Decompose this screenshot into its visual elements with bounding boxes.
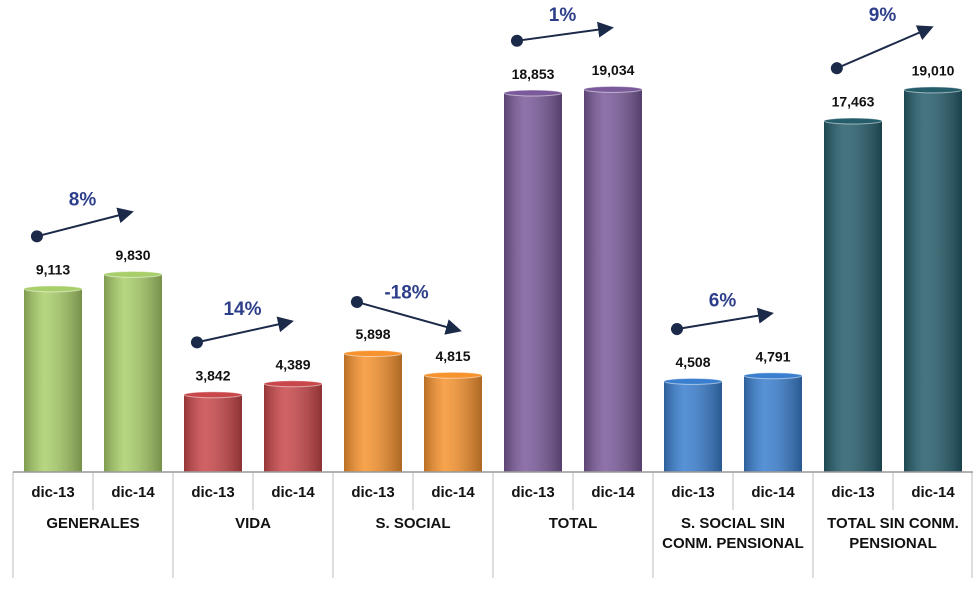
change-label: 1% bbox=[549, 5, 577, 26]
change-label: 9% bbox=[869, 5, 897, 26]
bar-shade bbox=[424, 375, 482, 472]
value-label: 9,830 bbox=[115, 247, 150, 263]
change-label: 14% bbox=[223, 299, 261, 320]
bar-top bbox=[343, 349, 403, 357]
x-tick-label: dic-14 bbox=[431, 484, 475, 501]
change-label: -18% bbox=[384, 282, 428, 303]
bar-top bbox=[583, 85, 643, 93]
value-label: 9,113 bbox=[36, 262, 70, 278]
value-label: 17,463 bbox=[832, 94, 875, 110]
change-arrow bbox=[670, 307, 774, 336]
value-label: 18,853 bbox=[512, 66, 555, 82]
bar-shade bbox=[824, 120, 882, 472]
bar-top bbox=[823, 117, 883, 125]
x-tick-label: dic-13 bbox=[351, 484, 394, 501]
x-tick-label: dic-13 bbox=[831, 484, 874, 501]
group-label: S. SOCIAL bbox=[375, 515, 451, 532]
value-label: 19,034 bbox=[592, 62, 635, 78]
bar-shade bbox=[664, 381, 722, 472]
bar-shade bbox=[744, 375, 802, 472]
bar-shade bbox=[104, 274, 162, 472]
value-label: 4,389 bbox=[275, 356, 310, 372]
value-label: 5,898 bbox=[355, 326, 390, 342]
bar-top bbox=[23, 285, 83, 293]
x-tick-label: dic-13 bbox=[511, 484, 554, 501]
change-arrow bbox=[350, 295, 462, 335]
bar-shade bbox=[584, 89, 642, 473]
change-arrow bbox=[830, 25, 934, 75]
value-label: 3,842 bbox=[195, 367, 230, 383]
bar-top bbox=[903, 86, 963, 94]
bar-shade bbox=[24, 288, 82, 472]
x-tick-label: dic-14 bbox=[751, 484, 795, 501]
bar-shade bbox=[184, 394, 242, 472]
x-tick-label: dic-13 bbox=[31, 484, 74, 501]
bar-shade bbox=[504, 93, 562, 473]
bar-top bbox=[663, 377, 723, 385]
change-label: 6% bbox=[709, 291, 737, 312]
x-tick-label: dic-14 bbox=[911, 484, 955, 501]
bar-top bbox=[423, 371, 483, 379]
bar-shade bbox=[264, 383, 322, 472]
x-tick-label: dic-14 bbox=[111, 484, 155, 501]
x-tick-label: dic-13 bbox=[671, 484, 714, 501]
bar-shade bbox=[904, 89, 962, 473]
change-label: 8% bbox=[69, 189, 97, 210]
value-label: 4,815 bbox=[435, 348, 470, 364]
group-label: TOTAL bbox=[548, 515, 598, 532]
group-label: GENERALES bbox=[46, 515, 140, 532]
x-tick-label: dic-14 bbox=[591, 484, 635, 501]
bar-shade bbox=[344, 353, 402, 472]
value-label: 4,791 bbox=[755, 348, 790, 364]
value-label: 19,010 bbox=[912, 63, 955, 79]
x-tick-label: dic-13 bbox=[191, 484, 234, 501]
x-tick-label: dic-14 bbox=[271, 484, 315, 501]
bar-top bbox=[263, 380, 323, 388]
change-arrow bbox=[510, 21, 614, 47]
bar-top bbox=[183, 391, 243, 399]
group-label: S. SOCIAL SIN CONM. PENSIONAL bbox=[662, 515, 804, 552]
value-label: 4,508 bbox=[675, 354, 710, 370]
change-arrow bbox=[190, 316, 294, 349]
change-arrow bbox=[30, 207, 134, 243]
group-label: TOTAL SIN CONM. PENSIONAL bbox=[827, 515, 959, 552]
group-label: VIDA bbox=[235, 515, 271, 532]
bar-top bbox=[103, 270, 163, 278]
bar-top bbox=[503, 89, 563, 97]
bar-top bbox=[743, 372, 803, 380]
